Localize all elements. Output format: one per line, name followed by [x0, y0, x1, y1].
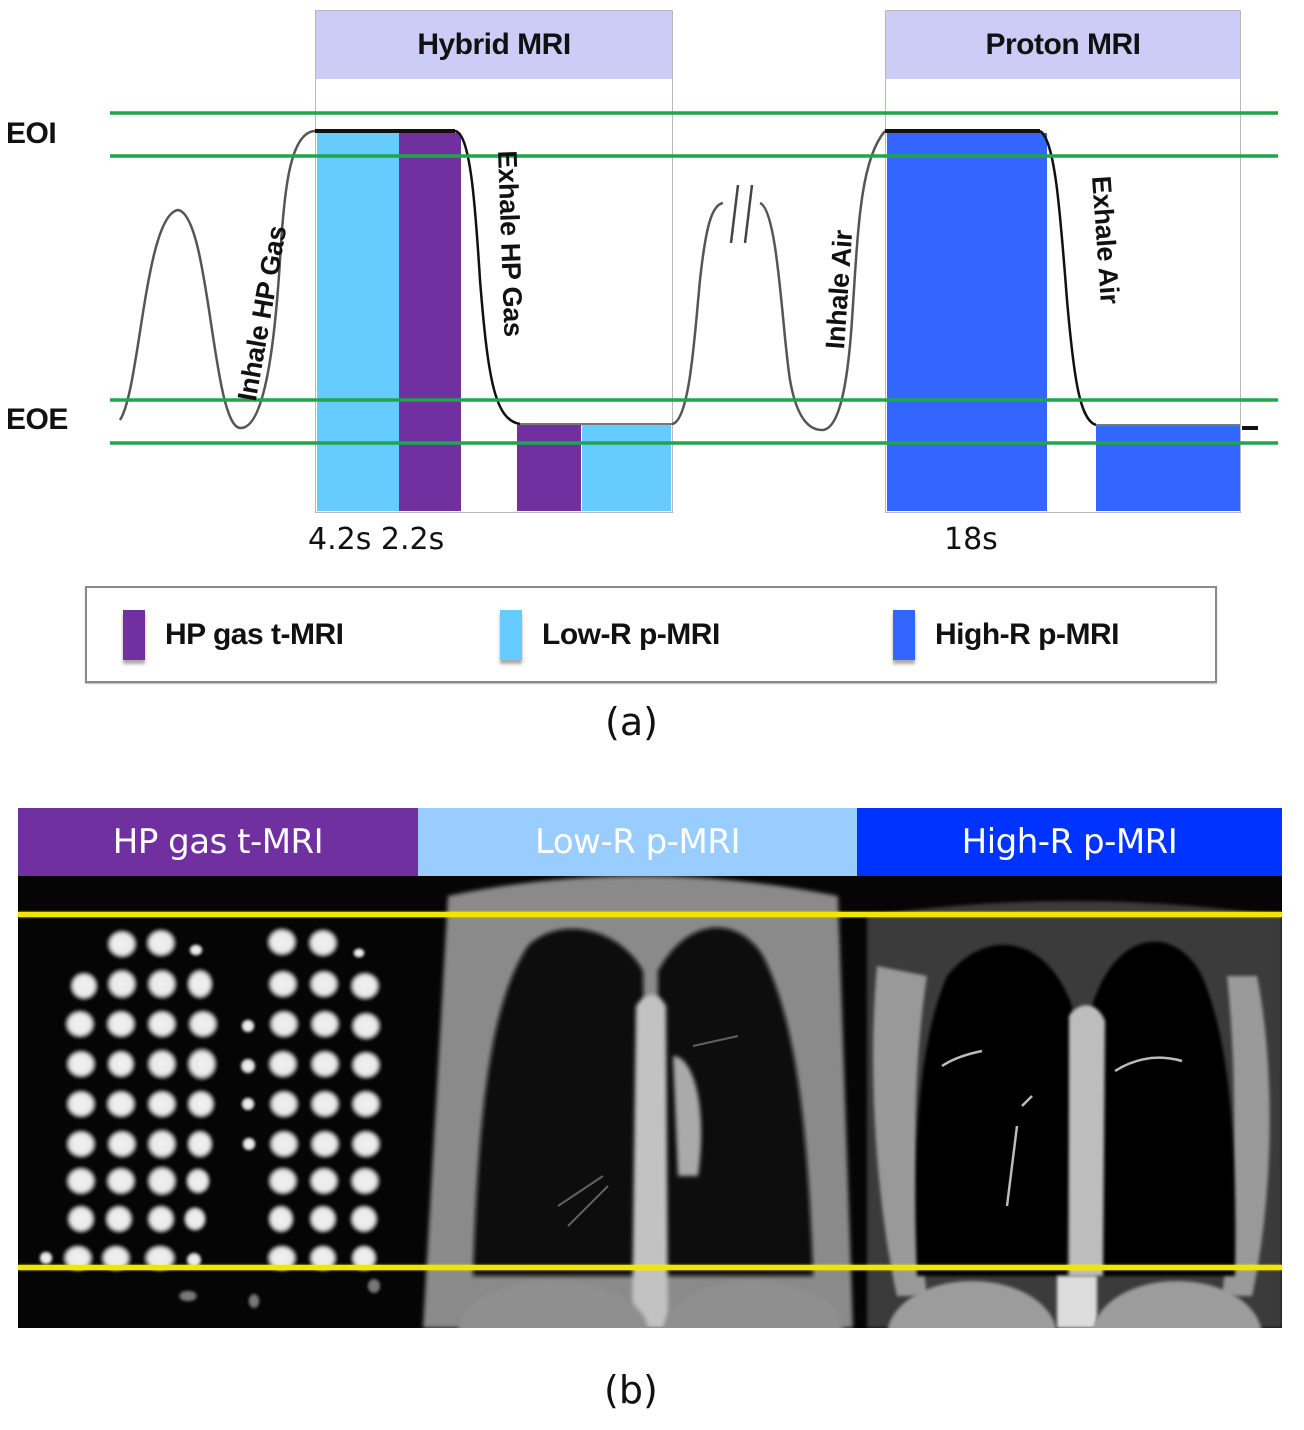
caption-a: (a)	[605, 700, 658, 744]
proton-mri-block: Proton MRI	[885, 10, 1241, 513]
eoi-label: EOI	[6, 117, 57, 150]
legend-swatch-low-r	[500, 610, 522, 660]
bar-low-r-eoi	[317, 133, 399, 511]
caption-b: (b)	[604, 1368, 658, 1412]
bar-hp-gas-eoi	[399, 133, 461, 511]
bar-high-r-eoe	[1096, 425, 1240, 511]
legend-label-high-r: High-R p-MRI	[935, 618, 1119, 651]
bar-high-r-eoi	[887, 133, 1047, 511]
proton-mri-title: Proton MRI	[886, 11, 1240, 79]
hybrid-mri-title: Hybrid MRI	[316, 11, 672, 79]
legend-item-low-r: Low-R p-MRI	[500, 610, 720, 660]
hybrid-duration-label: 4.2s 2.2s	[308, 522, 445, 557]
legend-item-hp-gas: HP gas t-MRI	[123, 610, 344, 660]
breathing-waveform	[110, 111, 1278, 445]
hybrid-mri-block: Hybrid MRI	[315, 10, 673, 513]
break-mark-icon	[729, 184, 754, 244]
eoe-label: EOE	[6, 403, 68, 436]
proton-duration-label: 18s	[944, 522, 998, 557]
panel-header-hp-gas: HP gas t-MRI	[18, 808, 418, 876]
mri-image-low-r	[418, 876, 857, 1328]
bar-low-r-eoe	[582, 425, 671, 511]
legend-swatch-high-r	[893, 610, 915, 660]
mri-image-hp-gas	[18, 876, 418, 1328]
marker-line-top	[18, 912, 1282, 917]
legend-item-high-r: High-R p-MRI	[893, 610, 1119, 660]
bar-hp-gas-eoe	[517, 425, 581, 511]
exhale-hp-gas-label: Exhale HP Gas	[492, 150, 529, 338]
marker-line-bottom	[18, 1265, 1282, 1270]
panel-header-high-r: High-R p-MRI	[857, 808, 1282, 876]
mri-image-high-r	[857, 876, 1282, 1328]
panel-header-low-r: Low-R p-MRI	[418, 808, 857, 876]
legend-swatch-hp-gas	[123, 610, 145, 660]
legend: HP gas t-MRI Low-R p-MRI High-R p-MRI	[85, 586, 1217, 683]
legend-label-hp-gas: HP gas t-MRI	[165, 618, 344, 651]
legend-label-low-r: Low-R p-MRI	[542, 618, 720, 651]
